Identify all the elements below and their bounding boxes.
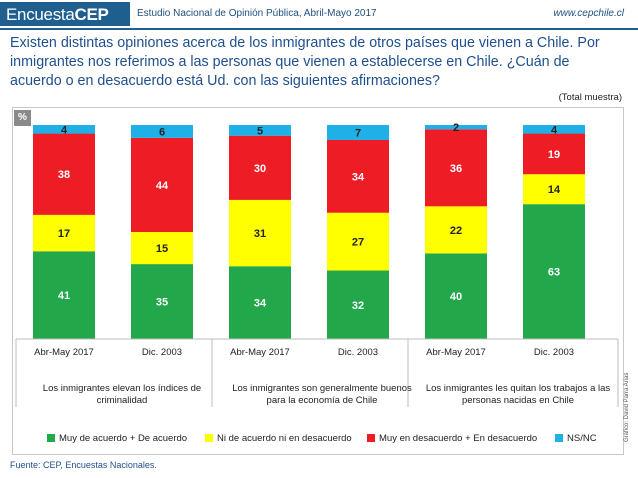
bar-segment-agree-1 xyxy=(33,251,95,339)
data-label-neutral-4: 27 xyxy=(352,237,364,249)
bar-segment-agree-3 xyxy=(229,266,291,339)
bar-segment-nsnc-5 xyxy=(425,125,487,130)
group-label-economy: Los inmigrantes son generalmente buenos … xyxy=(232,383,412,406)
bar-segment-agree-4 xyxy=(327,270,389,339)
bar-segment-agree-5 xyxy=(425,253,487,339)
bar-segment-nsnc-6 xyxy=(523,125,585,134)
category-label-1: Abr-May 2017 xyxy=(34,347,94,358)
bar-segment-nsnc-2 xyxy=(131,125,193,138)
legend-label-neutral: Ni de acuerdo ni en desacuerdo xyxy=(217,433,352,444)
data-label-neutral-2: 15 xyxy=(156,243,168,255)
legend-item-nsnc: NS/NC xyxy=(555,433,597,444)
website-link[interactable]: www.cepchile.cl xyxy=(553,8,624,19)
data-label-disagree-4: 34 xyxy=(352,171,365,183)
bar-segment-disagree-4 xyxy=(327,139,389,213)
data-label-neutral-6: 14 xyxy=(548,184,561,196)
data-label-agree-3: 34 xyxy=(254,298,267,310)
cep-logo: EncuestaCEP xyxy=(0,2,130,26)
bar-segment-neutral-2 xyxy=(131,232,193,265)
bar-segment-neutral-4 xyxy=(327,212,389,271)
bar-segment-neutral-1 xyxy=(33,214,95,252)
stacked-bar-chart: 41 17 38 4 Abr-May 2017 35 15 44 6 Dic. 2003 34 31 3… xyxy=(15,122,619,407)
study-title: Estudio Nacional de Opinión Pública, Abr… xyxy=(137,8,377,19)
legend-label-nsnc: NS/NC xyxy=(567,433,597,444)
bar-segment-nsnc-4 xyxy=(327,125,389,140)
data-label-nsnc-2: 6 xyxy=(159,126,165,138)
legend-item-disagree: Muy en desacuerdo + En desacuerdo xyxy=(367,433,537,444)
data-label-agree-6: 63 xyxy=(548,267,560,279)
bar-segment-agree-2 xyxy=(131,264,193,339)
data-label-nsnc-1: 4 xyxy=(61,124,68,136)
data-label-agree-2: 35 xyxy=(156,297,168,309)
data-label-agree-5: 40 xyxy=(450,291,462,303)
header-divider xyxy=(0,28,638,30)
logo-text-plain: Encuesta xyxy=(6,5,75,24)
data-label-disagree-5: 36 xyxy=(450,163,462,175)
group-label-criminality: Los inmigrantes elevan los índices de cr… xyxy=(42,383,202,406)
legend-label-agree: Muy de acuerdo + De acuerdo xyxy=(59,433,188,444)
source-note: Fuente: CEP, Encuestas Nacionales. xyxy=(10,460,157,470)
bar-segment-nsnc-3 xyxy=(229,125,291,136)
percent-tag: % xyxy=(14,110,31,126)
category-label-5: Abr-May 2017 xyxy=(426,347,486,358)
data-label-neutral-5: 22 xyxy=(450,225,462,237)
data-label-disagree-3: 30 xyxy=(254,163,266,175)
legend-item-agree: Muy de acuerdo + De acuerdo xyxy=(47,433,187,444)
bar-segment-neutral-5 xyxy=(425,206,487,254)
legend-swatch-nsnc xyxy=(555,434,563,442)
data-label-agree-1: 41 xyxy=(58,290,70,302)
bar-segment-nsnc-1 xyxy=(33,125,95,134)
category-label-2: Dic. 2003 xyxy=(142,347,182,358)
bar-segment-agree-6 xyxy=(523,204,585,339)
bar-segment-disagree-1 xyxy=(33,133,95,215)
data-label-neutral-1: 17 xyxy=(58,228,70,240)
data-label-neutral-3: 31 xyxy=(254,228,266,240)
legend-swatch-neutral xyxy=(205,434,213,442)
data-label-agree-4: 32 xyxy=(352,300,364,312)
legend-swatch-disagree xyxy=(367,434,375,442)
bar-segment-disagree-2 xyxy=(131,137,193,232)
data-label-nsnc-6: 4 xyxy=(551,124,558,136)
data-label-nsnc-4: 7 xyxy=(355,127,361,139)
header-bar: EncuestaCEP Estudio Nacional de Opinión … xyxy=(0,0,638,28)
question-text: Existen distintas opiniones acerca de lo… xyxy=(10,35,600,89)
data-label-disagree-2: 44 xyxy=(156,180,169,192)
chart-credit: Gráfico: David Parra Arias xyxy=(624,372,630,442)
data-label-disagree-1: 38 xyxy=(58,169,70,181)
bar-segment-neutral-6 xyxy=(523,174,585,205)
group-label-jobs: Los inmigrantes les quitan los trabajos … xyxy=(425,383,611,406)
base-note: (Total muestra) xyxy=(558,92,622,103)
data-label-disagree-6: 19 xyxy=(548,149,560,161)
bar-segment-disagree-6 xyxy=(523,133,585,175)
category-label-6: Dic. 2003 xyxy=(534,347,574,358)
legend-item-neutral: Ni de acuerdo ni en desacuerdo xyxy=(205,433,352,444)
data-label-nsnc-5: 2 xyxy=(453,122,459,134)
bar-segment-disagree-3 xyxy=(229,135,291,200)
data-label-nsnc-3: 5 xyxy=(257,125,263,137)
chart-frame xyxy=(12,107,624,455)
legend-label-disagree: Muy en desacuerdo + En desacuerdo xyxy=(379,433,538,444)
bar-segment-neutral-3 xyxy=(229,199,291,267)
category-label-3: Abr-May 2017 xyxy=(230,347,290,358)
legend-swatch-agree xyxy=(47,434,55,442)
bar-segment-disagree-5 xyxy=(425,129,487,207)
logo-text-bold: CEP xyxy=(74,5,109,24)
category-label-4: Dic. 2003 xyxy=(338,347,378,358)
